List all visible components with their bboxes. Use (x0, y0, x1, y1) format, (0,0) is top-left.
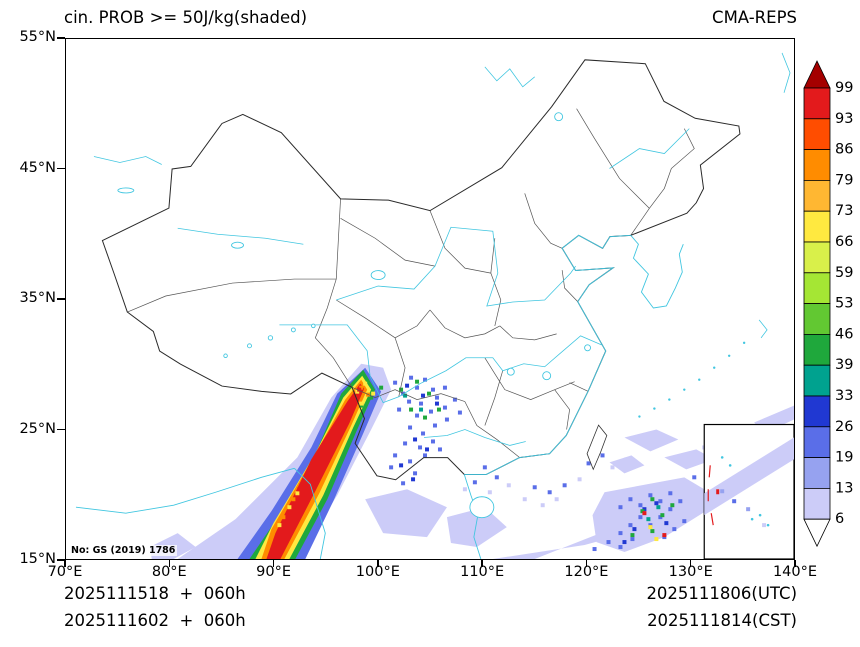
y-tick-mark (57, 167, 65, 170)
x-tick-mark (64, 560, 66, 567)
colorbar-segment (803, 241, 831, 274)
coastlines-rivers (75, 52, 791, 559)
colorbar-segment (803, 364, 831, 397)
colorbar-label: 93 (835, 111, 853, 127)
colorbar-segment (803, 87, 831, 120)
y-tick-label: 35°N (19, 290, 56, 306)
colorbar-label: 39 (835, 357, 853, 373)
islands (469, 341, 746, 519)
colorbar-label: 13 (835, 480, 853, 496)
geography-layer (75, 52, 791, 559)
colorbar-label: 66 (835, 234, 853, 250)
colorbar-label: 73 (835, 203, 853, 219)
y-tick-mark (57, 298, 65, 300)
init-time-line-1: 2025111518 + 060h (64, 584, 246, 603)
colorbar-label: 46 (835, 326, 853, 342)
colorbar-label: 99 (835, 80, 853, 96)
colorbar-label: 59 (835, 265, 853, 281)
colorbar-label: 33 (835, 388, 853, 404)
colorbar-segment (803, 272, 831, 305)
x-tick-mark (585, 560, 588, 567)
valid-time-utc: 2025111806(UTC) (646, 584, 797, 603)
colorbar-segment (803, 426, 831, 458)
colorbar-label: 53 (835, 296, 853, 312)
x-tick-mark (377, 560, 379, 567)
colorbar-bottom-triangle (803, 518, 831, 548)
colorbar-segment (803, 118, 831, 151)
colorbar-label: 26 (835, 419, 853, 435)
colorbar-segment (803, 457, 831, 489)
inset-shading (716, 489, 767, 528)
colorbar-segment (803, 210, 831, 243)
x-tick-label: 90°E (256, 564, 291, 580)
x-tick-label: 80°E (151, 564, 187, 580)
colorbar-segment (803, 487, 831, 520)
inset-islands (720, 456, 770, 527)
china-map-svg (75, 52, 794, 559)
colorbar-top-triangle (803, 60, 831, 89)
colorbar-segment (803, 333, 831, 366)
colorbar-label: 79 (835, 172, 853, 188)
x-tick-label: 130°E (668, 564, 713, 580)
x-tick-mark (272, 560, 275, 567)
x-tick-label: 140°E (772, 564, 818, 580)
colorbar-segment (803, 395, 831, 428)
init-time-line-2: 2025111602 + 060h (64, 611, 246, 630)
x-tick-label: 120°E (564, 564, 609, 580)
colorbar-label: 86 (835, 142, 853, 158)
map-license-label: No: GS (2019) 1786 (69, 545, 178, 556)
lakes (117, 112, 592, 381)
valid-time-cst: 2025111814(CST) (647, 611, 797, 630)
model-name: CMA-REPS (712, 8, 797, 27)
south-china-sea-inset (703, 423, 794, 559)
x-tick-label: 100°E (355, 564, 400, 580)
map-plot: No: GS (2019) 1786 (65, 38, 795, 560)
colorbar-label: 6 (835, 511, 844, 527)
colorbar: 99 93 86 79 73 66 59 53 46 39 33 26 19 13 6 (800, 54, 860, 554)
ryukyu-islands (638, 341, 746, 418)
y-tick-mark (57, 559, 65, 561)
y-tick-label: 45°N (19, 159, 56, 176)
shaded-probability-field (149, 363, 794, 559)
y-tick-mark (57, 428, 65, 431)
taiwan-island (586, 424, 608, 471)
nine-dash-line (707, 465, 714, 526)
x-tick-mark (168, 560, 171, 567)
x-tick-label: 70°E (47, 564, 83, 580)
y-tick-mark (57, 37, 65, 39)
colorbar-label: 19 (835, 450, 853, 466)
y-tick-label: 25°N (19, 420, 56, 437)
x-tick-mark (481, 560, 483, 567)
chart-title: cin. PROB >= 50J/kg(shaded) (64, 8, 308, 27)
province-boundaries (127, 108, 695, 458)
y-tick-label: 15°N (19, 551, 56, 567)
colorbar-segment (803, 303, 831, 335)
x-tick-mark (794, 560, 796, 567)
colorbar-segment (803, 149, 831, 181)
y-tick-label: 55°N (19, 29, 56, 45)
colorbar-segment (803, 180, 831, 212)
x-tick-mark (689, 560, 692, 567)
x-tick-label: 110°E (460, 564, 505, 580)
hainan-island (469, 496, 495, 519)
